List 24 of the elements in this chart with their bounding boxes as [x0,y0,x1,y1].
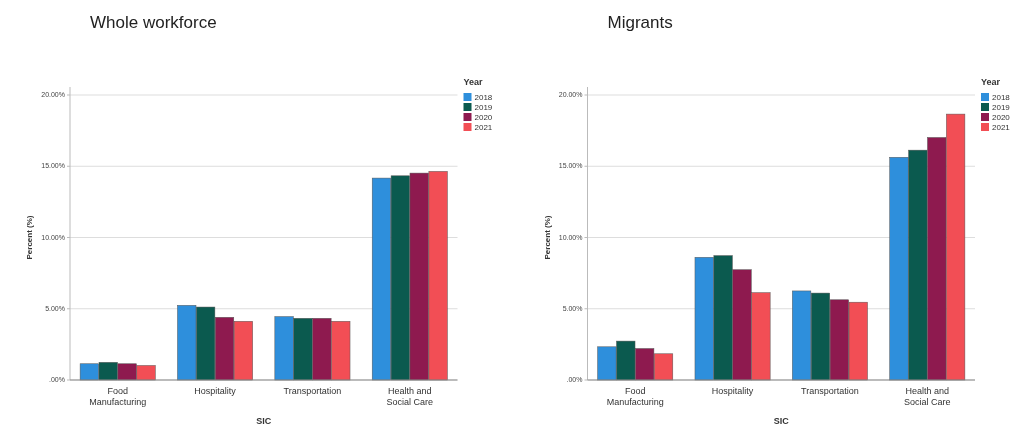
legend-label: 2019 [474,103,493,112]
legend-label: 2021 [474,123,493,132]
legend-label: 2019 [992,103,1011,112]
legend-label: 2020 [474,113,493,122]
x-axis-title: SIC [256,416,272,426]
x-tick-label: Health and Social Care [386,386,434,407]
legend-label: 2018 [474,93,493,102]
y-axis-title: Percent (%) [542,215,552,260]
legend-title: Year [463,77,484,87]
y-axis-title: Percent (%) [25,215,34,260]
x-tick-label: Transportation [283,386,342,396]
x-tick-label: Hospitality [194,386,237,396]
x-tick-label: Health and Social Care [904,386,951,407]
x-axis-title: SIC [773,416,790,426]
x-tick-label: Food Manufacturing [89,386,147,407]
x-tick-label: Hospitality [711,386,754,396]
legend-label: 2018 [992,93,1011,102]
x-tick-label: Food Manufacturing [606,386,664,407]
chart-title: Whole workforce [90,13,217,32]
x-tick-label: Transportation [801,386,859,396]
chart-title: Migrants [607,13,673,32]
legend-title: Year [981,77,1001,87]
legend-label: 2021 [992,123,1011,132]
legend-label: 2020 [992,113,1011,122]
